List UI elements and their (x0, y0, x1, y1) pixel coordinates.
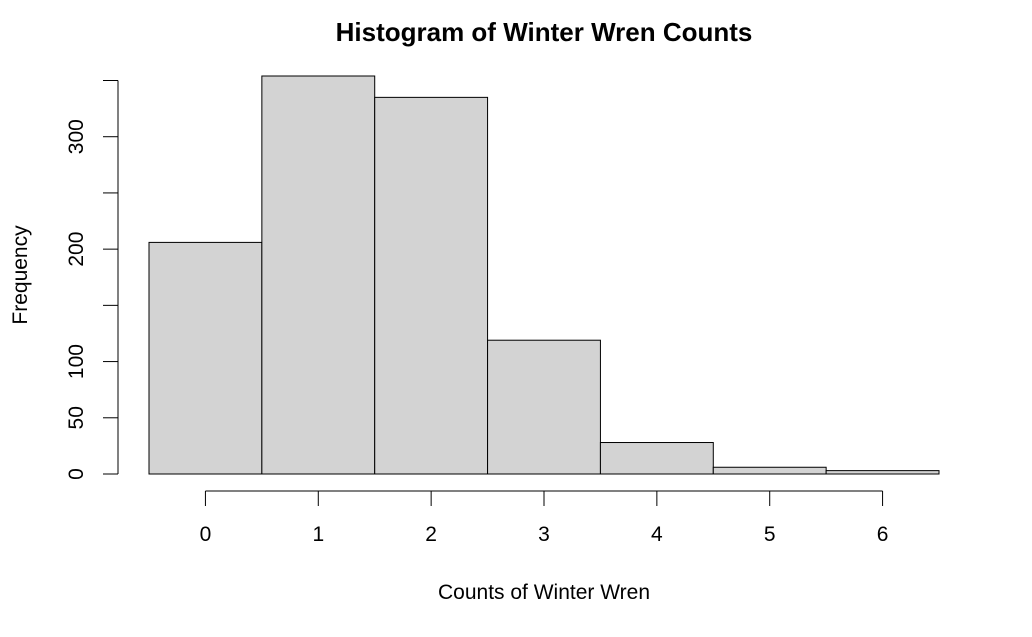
x-tick-label-3: 3 (538, 523, 550, 546)
x-tick-label-6: 6 (877, 523, 889, 546)
bar-3 (487, 339, 601, 475)
y-tick-label-50: 50 (65, 406, 88, 429)
bar-2 (374, 96, 489, 475)
x-tick-label-4: 4 (651, 523, 663, 546)
bar-4 (599, 442, 714, 475)
bar-0 (148, 241, 263, 475)
x-tick-label-5: 5 (764, 523, 776, 546)
y-tick-label-300: 300 (65, 119, 88, 154)
bar-6 (825, 470, 940, 475)
x-axis-label: Counts of Winter Wren (438, 581, 650, 604)
y-tick-label-200: 200 (65, 232, 88, 267)
x-tick-label-0: 0 (200, 523, 212, 546)
x-tick-label-1: 1 (312, 523, 324, 546)
chart-title: Histogram of Winter Wren Counts (336, 17, 753, 47)
bar-5 (712, 466, 827, 475)
y-axis: 0 50 100 200 300 (65, 79, 119, 480)
y-tick-label-0: 0 (65, 468, 88, 480)
y-axis-label: Frequency (9, 225, 32, 325)
bars-group (148, 75, 940, 475)
y-tick-label-100: 100 (65, 344, 88, 379)
x-tick-label-2: 2 (425, 523, 437, 546)
bar-1 (261, 75, 376, 475)
x-axis: 0 1 2 3 4 5 6 (200, 490, 889, 546)
